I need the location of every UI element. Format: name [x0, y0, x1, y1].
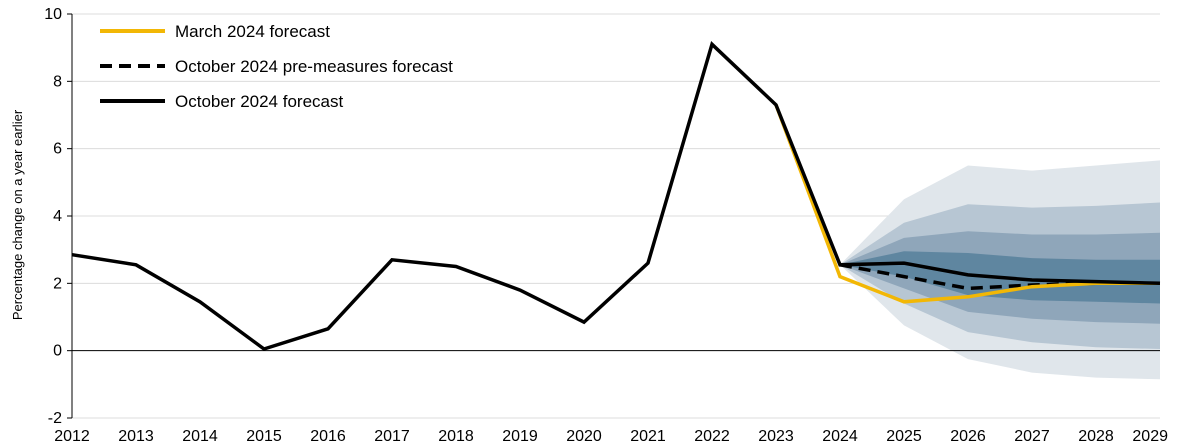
- axes: [67, 13, 1160, 419]
- x-tick-label-2024: 2024: [822, 428, 858, 444]
- x-tick-label-2025: 2025: [886, 428, 922, 444]
- x-tick-label-2019: 2019: [502, 428, 538, 444]
- y-tick-label-8: 8: [53, 73, 62, 90]
- x-tick-label-2028: 2028: [1078, 428, 1114, 444]
- x-tick-label-2014: 2014: [182, 428, 218, 444]
- x-tick-label-2012: 2012: [54, 428, 90, 444]
- x-tick-label-2029: 2029: [1132, 428, 1168, 444]
- y-axis-label: Percentage change on a year earlier: [10, 109, 25, 320]
- x-tick-label-2021: 2021: [630, 428, 666, 444]
- y-tick-label-2: -2: [48, 410, 62, 427]
- fan-bands: [840, 160, 1160, 380]
- gridlines: [72, 13, 1160, 419]
- legend-label-october-2024-forecast: October 2024 forecast: [175, 92, 343, 111]
- tick-labels: -2 0 2 4 6 8 10 2012 2013 2014 2015 2016 2017 2018 201…: [44, 6, 1168, 444]
- x-tick-label-2013: 2013: [118, 428, 154, 444]
- y-tick-label-2: 2: [53, 275, 62, 292]
- legend-label-october-2024-pre-measures-forecast: October 2024 pre-measures forecast: [175, 57, 453, 76]
- y-tick-label-6: 6: [53, 141, 62, 158]
- y-tick-label-0: 0: [53, 343, 62, 360]
- series-line-october-2024-forecast: [71, 41, 1161, 351]
- x-tick-label-2020: 2020: [566, 428, 602, 444]
- legend-label-march-2024-forecast: March 2024 forecast: [175, 22, 330, 41]
- y-tick-label-10: 10: [44, 6, 62, 23]
- legend: March 2024 forecast October 2024 pre-meas…: [100, 22, 453, 111]
- x-tick-label-2018: 2018: [438, 428, 474, 444]
- x-tick-label-2023: 2023: [758, 428, 794, 444]
- x-tick-label-2015: 2015: [246, 428, 282, 444]
- x-tick-label-2022: 2022: [694, 428, 730, 444]
- x-tick-label-2027: 2027: [1014, 428, 1050, 444]
- x-tick-label-2016: 2016: [310, 428, 346, 444]
- x-tick-label-2026: 2026: [950, 428, 986, 444]
- x-tick-label-2017: 2017: [374, 428, 410, 444]
- y-tick-label-4: 4: [53, 208, 62, 225]
- series-lines: [71, 41, 1161, 351]
